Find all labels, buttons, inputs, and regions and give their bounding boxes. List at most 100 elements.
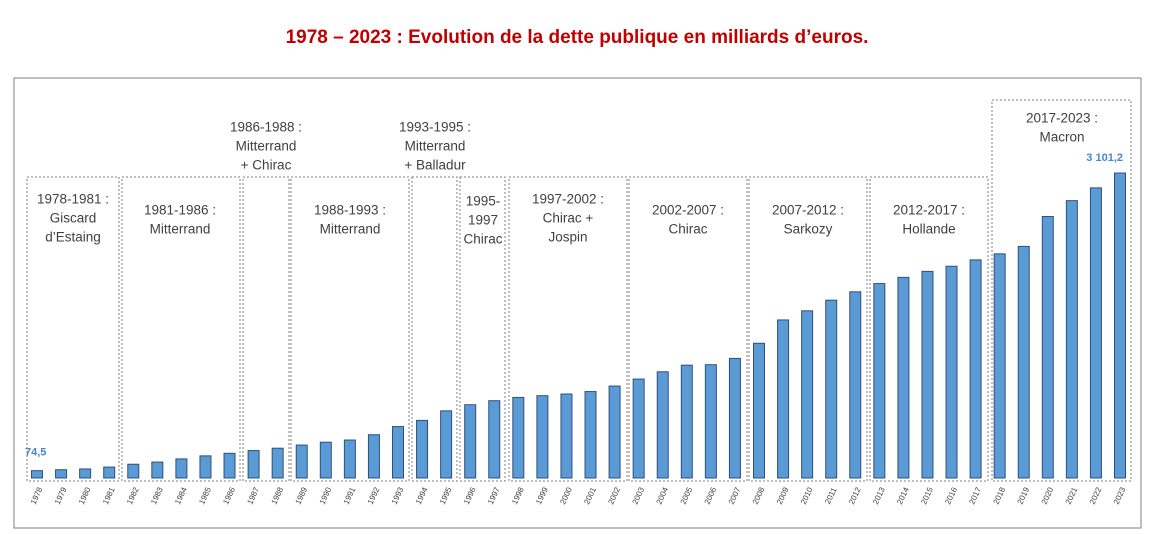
x-tick-label: 1999 — [534, 485, 550, 505]
bar — [1114, 172, 1126, 479]
value-label: 3 101,2 — [1086, 152, 1123, 164]
bar — [873, 283, 886, 479]
bar — [79, 468, 92, 479]
bar — [55, 469, 68, 479]
bar — [127, 463, 140, 479]
x-tick-label: 1978 — [29, 485, 45, 505]
period-label: 2017-2023 : — [1026, 111, 1098, 126]
period-label: 2012-2017 : — [893, 203, 965, 218]
bar — [632, 378, 645, 479]
period-box — [242, 176, 290, 482]
period-label: Mitterrand — [320, 222, 381, 237]
bar — [560, 393, 573, 479]
bar — [367, 434, 380, 479]
x-tick-label: 1981 — [101, 485, 117, 505]
bar — [849, 291, 862, 479]
x-tick-label: 2007 — [727, 485, 743, 505]
x-tick-label: 1988 — [269, 485, 285, 505]
bar — [704, 364, 717, 479]
bar — [1041, 215, 1054, 479]
bar — [271, 447, 284, 479]
bar — [103, 466, 116, 479]
bar — [825, 299, 838, 479]
period-box — [869, 176, 989, 482]
bar — [1017, 245, 1030, 479]
x-tick-label: 2012 — [847, 485, 863, 505]
period-label: 2002-2007 : — [652, 203, 724, 218]
x-tick-label: 1987 — [245, 485, 261, 505]
bar — [175, 458, 188, 479]
x-tick-label: 2004 — [655, 485, 671, 505]
x-tick-label: 2013 — [871, 485, 887, 505]
bar — [199, 455, 212, 479]
period-label: Giscard — [50, 211, 97, 226]
bar — [247, 450, 260, 479]
bar — [464, 404, 477, 479]
bar — [343, 439, 356, 479]
bar — [151, 461, 164, 479]
x-tick-label: 2008 — [751, 485, 767, 505]
x-tick-label: 2015 — [919, 485, 935, 505]
chart-frame — [13, 77, 1142, 529]
period-box — [121, 176, 241, 482]
period-label: Mitterrand — [405, 139, 466, 154]
bar — [1065, 200, 1078, 479]
bar — [801, 310, 814, 479]
x-tick-label: 1995 — [438, 485, 454, 505]
value-label: 74,5 — [25, 447, 46, 459]
bar — [897, 276, 910, 479]
period-label: 1978-1981 : — [37, 192, 109, 207]
bar — [440, 410, 453, 479]
x-tick-label: 2003 — [630, 485, 646, 505]
period-label: 1988-1993 : — [314, 203, 386, 218]
x-tick-label: 2009 — [775, 485, 791, 505]
period-box — [991, 99, 1132, 482]
x-tick-label: 2016 — [943, 485, 959, 505]
chart-title: 1978 – 2023 : Evolution de la dette publ… — [286, 27, 869, 48]
period-label: 2007-2012 : — [772, 203, 844, 218]
bar — [680, 364, 693, 479]
period-label: Sarkozy — [784, 222, 833, 237]
x-tick-label: 1996 — [462, 485, 478, 505]
x-tick-label: 1985 — [197, 485, 213, 505]
x-tick-label: 2017 — [967, 485, 983, 505]
period-box — [459, 176, 506, 482]
bar — [921, 270, 934, 479]
bar — [993, 253, 1006, 479]
x-tick-label: 2018 — [991, 485, 1007, 505]
period-label: Jospin — [548, 230, 587, 245]
period-label: Chirac — [668, 222, 707, 237]
x-tick-label: 1982 — [125, 485, 141, 505]
x-tick-label: 1994 — [414, 485, 430, 505]
period-box — [411, 176, 458, 482]
x-tick-label: 2022 — [1088, 485, 1104, 505]
period-box — [628, 176, 748, 482]
x-tick-label: 1998 — [510, 485, 526, 505]
period-box — [748, 176, 868, 482]
bar — [295, 444, 308, 479]
bar — [656, 371, 669, 479]
period-label: Mitterrand — [150, 222, 211, 237]
x-tick-label: 2006 — [703, 485, 719, 505]
x-tick-label: 2023 — [1112, 485, 1128, 505]
bar — [512, 396, 525, 479]
x-tick-label: 1990 — [318, 485, 334, 505]
x-tick-label: 1983 — [149, 485, 165, 505]
period-label: 1981-1986 : — [144, 203, 216, 218]
period-label: + Balladur — [404, 158, 466, 173]
bar — [416, 419, 429, 479]
period-label: Macron — [1039, 130, 1084, 145]
period-label: 1997-2002 : — [532, 192, 604, 207]
x-tick-label: 1980 — [77, 485, 93, 505]
x-tick-label: 1979 — [53, 485, 69, 505]
bar — [392, 426, 404, 479]
bar — [319, 441, 332, 479]
x-tick-label: 1993 — [390, 485, 406, 505]
period-box — [290, 176, 410, 482]
period-label: Hollande — [902, 222, 955, 237]
bar — [31, 470, 43, 479]
x-tick-label: 1991 — [342, 485, 358, 505]
x-tick-label: 2005 — [679, 485, 695, 505]
period-label: 1986-1988 : — [230, 120, 302, 135]
